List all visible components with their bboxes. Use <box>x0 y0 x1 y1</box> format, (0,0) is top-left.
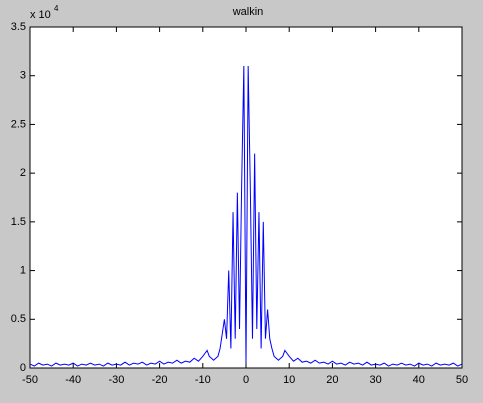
x-tick-label: -40 <box>65 374 81 386</box>
y-tick-label: 1.5 <box>11 216 26 228</box>
x-tick-label: 50 <box>456 374 468 386</box>
y-tick-label: 3 <box>20 70 26 82</box>
x-tick-label: -20 <box>152 374 168 386</box>
x-tick-label: -30 <box>108 374 124 386</box>
x-tick-label: -50 <box>22 374 38 386</box>
y-tick-label: 3.5 <box>11 21 26 33</box>
y-tick-label: 0.5 <box>11 313 26 325</box>
x-tick-label: 10 <box>283 374 295 386</box>
data-line <box>29 65 463 367</box>
x-tick-label: -10 <box>195 374 211 386</box>
x-tick-label: 20 <box>326 374 338 386</box>
x-tick-label: 0 <box>243 374 249 386</box>
y-tick-label: 0 <box>20 362 26 374</box>
x-tick-label: 30 <box>369 374 381 386</box>
y-tick-label: 2.5 <box>11 118 26 130</box>
y-tick-label: 2 <box>20 167 26 179</box>
y-tick-label: 1 <box>20 264 26 276</box>
y-exponent: 4 <box>54 4 59 13</box>
chart-title: walkin <box>232 6 264 18</box>
y-multiplier: x 10 <box>30 9 51 21</box>
x-tick-label: 40 <box>413 374 425 386</box>
